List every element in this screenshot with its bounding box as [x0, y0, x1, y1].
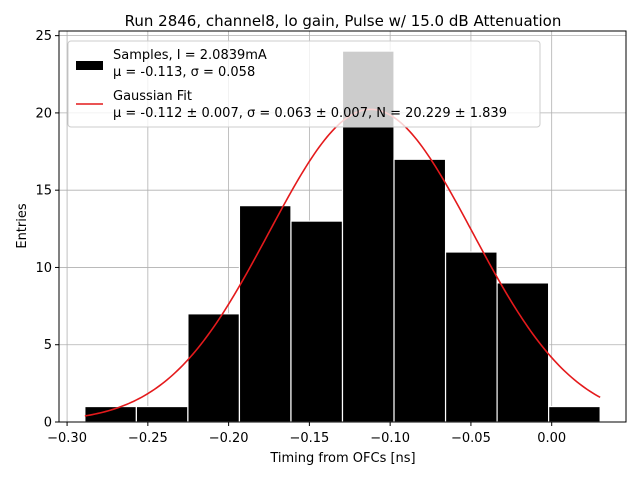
- histogram-bar-3: [238, 205, 292, 423]
- y-tick-label-5: 25: [35, 29, 52, 44]
- legend-histogram-label: Samples, I = 2.0839mA: [113, 48, 267, 63]
- y-tick-label-3: 15: [35, 184, 52, 199]
- x-tick-label-5: −0.05: [451, 431, 491, 446]
- histogram-bar-1: [135, 405, 189, 423]
- y-axis-label: Entries: [15, 203, 30, 249]
- x-tick-label-2: −0.20: [209, 431, 249, 446]
- y-tick-label-2: 10: [35, 261, 52, 276]
- chart-title: Run 2846, channel8, lo gain, Pulse w/ 15…: [125, 12, 562, 30]
- histogram-bar-8: [496, 282, 550, 423]
- x-tick-label-6: 0.00: [537, 431, 566, 446]
- legend: Samples, I = 2.0839mA μ = -0.113, σ = 0.…: [67, 40, 541, 128]
- histogram-bar-9: [548, 405, 601, 423]
- x-tick-label-3: −0.15: [289, 431, 329, 446]
- x-tick-label-4: −0.10: [370, 431, 410, 446]
- histogram-bar-4: [290, 220, 344, 423]
- histogram-bar-2: [187, 313, 241, 423]
- legend-histogram-swatch: [76, 61, 103, 70]
- y-tick-label-4: 20: [35, 106, 52, 121]
- x-axis-label: Timing from OFCs [ns]: [269, 451, 415, 466]
- y-axis-ticks: 0 5 10 15 20 25: [35, 29, 59, 431]
- y-tick-label-1: 5: [44, 338, 52, 353]
- legend-fit-label: Gaussian Fit: [113, 89, 192, 104]
- legend-fit-stats: μ = -0.112 ± 0.007, σ = 0.063 ± 0.007, N…: [113, 106, 507, 121]
- legend-histogram-stats: μ = -0.113, σ = 0.058: [113, 65, 255, 80]
- x-axis-ticks: −0.30 −0.25 −0.20 −0.15 −0.10 −0.05 0.00: [47, 422, 566, 446]
- legend-box: [67, 40, 541, 128]
- y-tick-label-0: 0: [44, 416, 52, 431]
- histogram-bars: [84, 50, 601, 423]
- histogram-bar-6: [393, 158, 447, 423]
- x-tick-label-1: −0.25: [128, 431, 168, 446]
- histogram-bar-7: [444, 251, 498, 423]
- plot-frame: [58, 30, 627, 423]
- x-tick-label-0: −0.30: [47, 431, 87, 446]
